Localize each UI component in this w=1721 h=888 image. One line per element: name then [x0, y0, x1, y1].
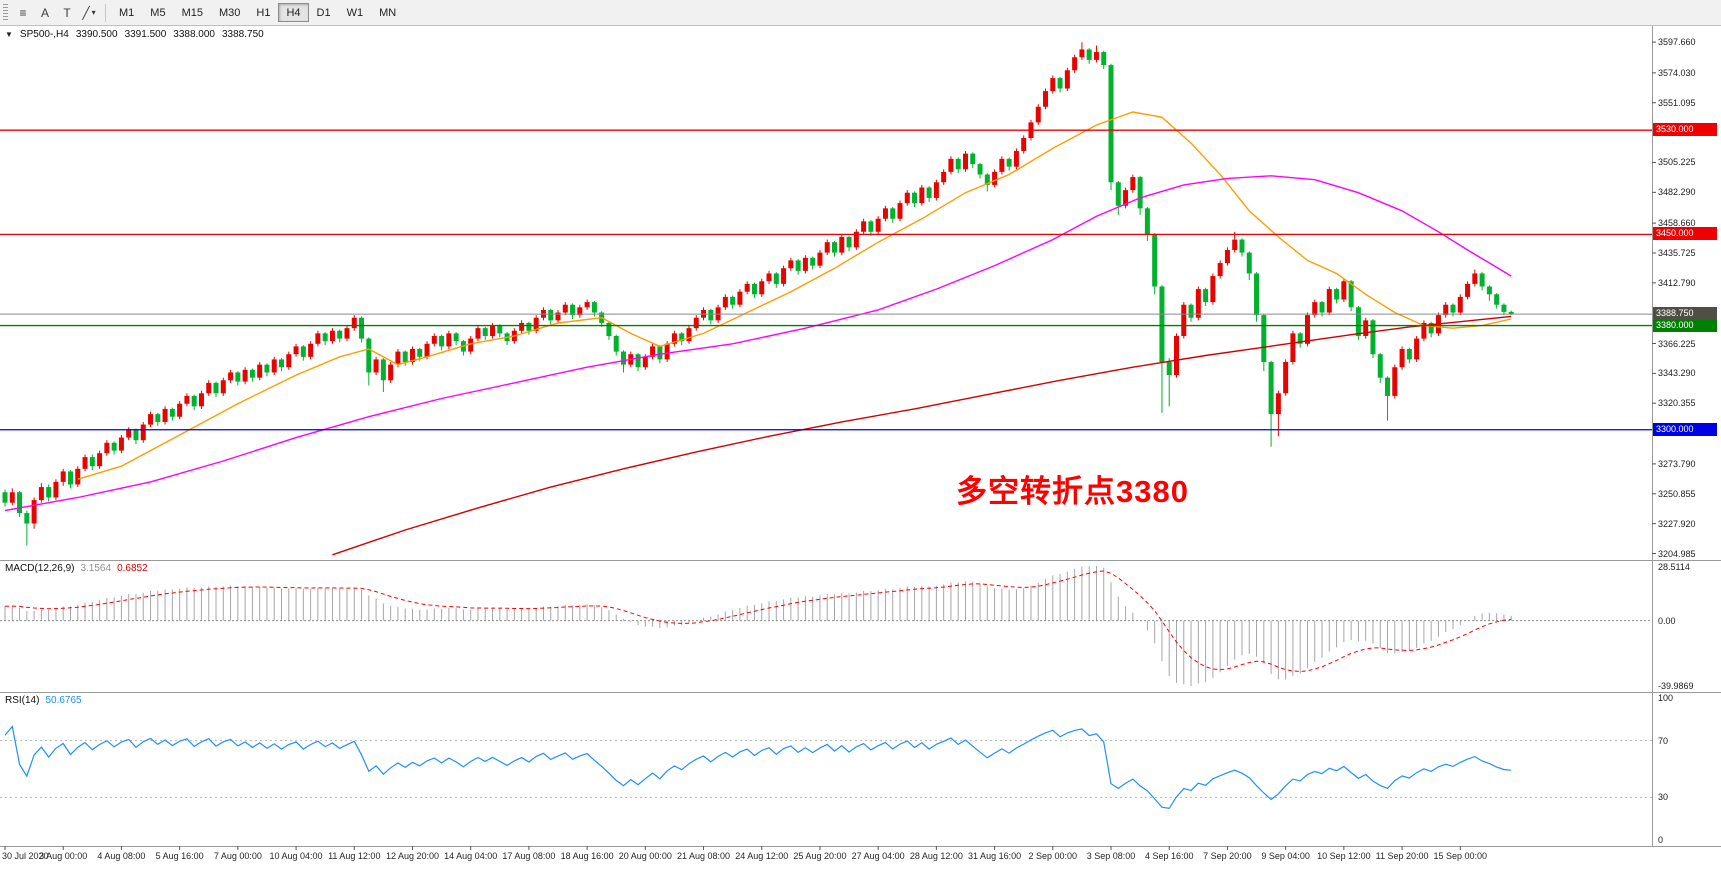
time-axis-label: 30 Jul 2020: [2, 851, 49, 861]
text-label-tool-button[interactable]: A: [34, 3, 56, 23]
timeframe-mn-button[interactable]: MN: [371, 3, 404, 22]
timeframe-d1-button[interactable]: D1: [309, 3, 339, 22]
price-axis[interactable]: [1653, 26, 1721, 846]
price-tick-label: 3435.725: [1658, 247, 1696, 258]
chart-annotation[interactable]: 多空转折点3380: [956, 474, 1189, 509]
time-axis-label: 25 Aug 20:00: [793, 851, 847, 861]
rsi-level-label: 70: [1658, 735, 1669, 746]
price-tick-label: 3551.095: [1658, 97, 1696, 108]
time-axis-label: 4 Aug 08:00: [97, 851, 146, 861]
time-axis-label: 17 Aug 08:00: [502, 851, 556, 861]
price-tick-label: 3250.855: [1658, 488, 1696, 499]
timeframe-h1-button[interactable]: H1: [248, 3, 278, 22]
text-tool-button[interactable]: T: [56, 3, 78, 23]
price-tick-label: 3482.290: [1658, 187, 1696, 198]
ohlc-open: 3390.500: [75, 29, 118, 40]
rsi-level-label: 0: [1658, 835, 1664, 845]
timeframe-m30-button[interactable]: M30: [211, 3, 248, 22]
price-tick-label: 3366.225: [1658, 338, 1696, 349]
line-tools-button[interactable]: ╱ ▾: [78, 3, 100, 23]
price-line-tag: 3450.000: [1653, 227, 1717, 241]
time-axis-label: 24 Aug 12:00: [735, 851, 789, 861]
time-axis-label: 11 Aug 12:00: [328, 851, 381, 861]
time-axis-label: 27 Aug 04:00: [851, 851, 905, 861]
price-line-tag: 3300.000: [1653, 422, 1717, 436]
price-tick-label: 3574.030: [1658, 67, 1696, 78]
tool-group: ≡ A T ╱ ▾: [12, 3, 100, 23]
symbol-name: SP500-,H4: [19, 29, 69, 40]
time-axis-label: 7 Aug 00:00: [213, 851, 262, 861]
price-tick-label: 3412.790: [1658, 277, 1696, 288]
time-axis-label: 14 Aug 04:00: [444, 851, 498, 861]
time-axis-label: 7 Sep 20:00: [1203, 851, 1252, 861]
chart-list-button[interactable]: ≡: [12, 3, 34, 23]
time-axis-label: 10 Sep 12:00: [1317, 851, 1371, 861]
macd-title: MACD(12,26,9): [5, 563, 75, 574]
macd-signal-value: 0.6852: [117, 563, 148, 574]
ohlc-low: 3388.000: [173, 29, 215, 40]
rsi-level-label: 100: [1658, 693, 1674, 703]
timeframe-group: M1 M5 M15 M30 H1 H4 D1 W1 MN: [111, 3, 404, 22]
price-tick-label: 3458.660: [1658, 218, 1696, 229]
macd-value: 3.1564: [80, 563, 112, 574]
mid-ma-line: [4, 175, 1512, 512]
price-tick-label: 3204.985: [1658, 548, 1696, 559]
macd-axis-zero: 0.00: [1658, 615, 1676, 626]
collapse-icon[interactable]: ▼: [5, 30, 13, 39]
slow-ma-line: [332, 315, 1512, 556]
rsi-title: RSI(14): [5, 695, 40, 706]
time-axis-label: 31 Aug 16:00: [968, 851, 1022, 861]
price-tick-label: 3505.225: [1658, 157, 1696, 168]
timeframe-m1-button[interactable]: M1: [111, 3, 142, 22]
last-price-tag: 3388.750: [1653, 307, 1717, 321]
time-axis-label: 4 Sep 16:00: [1144, 851, 1194, 861]
toolbar-grip[interactable]: [3, 3, 8, 22]
time-axis-label: 10 Aug 04:00: [269, 851, 323, 861]
rsi-indicator-label: RSI(14) 50.6765: [5, 695, 82, 706]
time-axis-label: 3 Sep 08:00: [1086, 851, 1136, 861]
timeframe-m5-button[interactable]: M5: [142, 3, 173, 22]
price-tick-label: 3320.355: [1658, 398, 1696, 409]
time-axis-label: 21 Aug 08:00: [677, 851, 731, 861]
price-tick-label: 3273.790: [1658, 458, 1696, 469]
time-axis-label: 9 Sep 04:00: [1261, 851, 1310, 861]
time-axis-label: 3 Aug 00:00: [39, 851, 88, 861]
rsi-value: 50.6765: [45, 695, 82, 706]
time-axis-label: 11 Sep 20:00: [1375, 851, 1429, 861]
dropdown-caret-icon: ▾: [91, 8, 96, 17]
ohlc-high: 3391.500: [124, 29, 167, 40]
timeframe-m15-button[interactable]: M15: [174, 3, 211, 22]
macd-axis-min: -39.9869: [1658, 681, 1694, 691]
time-axis-label: 12 Aug 20:00: [385, 851, 439, 861]
macd-signal-line: [4, 570, 1512, 673]
time-axis-label: 5 Aug 16:00: [155, 851, 204, 861]
price-line-tag: 3380.000: [1653, 318, 1717, 332]
ohlc-close: 3388.750: [222, 29, 264, 40]
symbol-ohlc-header: ▼ SP500-,H4 3390.500 3391.500 3388.000 3…: [5, 29, 264, 40]
time-axis-label: 20 Aug 00:00: [618, 851, 672, 861]
timeframe-w1-button[interactable]: W1: [339, 3, 372, 22]
fast-ma-line: [77, 111, 1512, 480]
macd-indicator-label: MACD(12,26,9) 3.1564 0.6852: [5, 563, 148, 574]
rsi-line: [4, 725, 1512, 810]
time-axis-label: 2 Sep 00:00: [1028, 851, 1078, 861]
price-tick-label: 3227.920: [1658, 518, 1696, 529]
time-axis-label: 18 Aug 16:00: [560, 851, 614, 861]
rsi-level-label: 30: [1658, 792, 1669, 803]
timeframe-h4-button[interactable]: H4: [278, 3, 309, 22]
toolbar: ≡ A T ╱ ▾ M1 M5 M15 M30 H1 H4 D1 W1 MN: [0, 0, 1721, 26]
price-line-tag: 3530.000: [1653, 123, 1717, 137]
time-axis-label: 28 Aug 12:00: [909, 851, 963, 861]
time-axis-label: 15 Sep 00:00: [1433, 851, 1488, 861]
macd-axis-max: 28.5114: [1658, 562, 1690, 572]
price-tick-label: 3597.660: [1658, 37, 1696, 48]
toolbar-separator: [105, 3, 106, 22]
price-tick-label: 3343.290: [1658, 368, 1696, 379]
